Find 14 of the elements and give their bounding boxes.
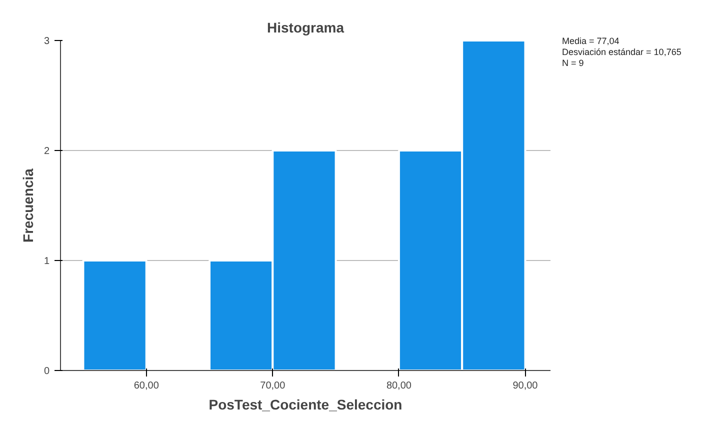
y-axis-title: Frecuencia [20, 168, 36, 242]
chart-title: Histograma [266, 20, 344, 36]
x-tick-label: 80,00 [386, 380, 412, 392]
x-tick-label: 90,00 [512, 380, 538, 392]
y-tick-label: 1 [44, 256, 50, 267]
y-tick-label: 2 [44, 146, 50, 157]
x-axis-title: PosTest_Cociente_Seleccion [208, 396, 402, 412]
text: N = 9 [562, 58, 584, 68]
x-tick-label: 60,00 [134, 380, 160, 392]
x-tick-label: 70,00 [260, 380, 286, 392]
text: Desviación estándar = 10,765 [562, 47, 682, 57]
text: Media = 77,04 [562, 36, 620, 46]
y-tick-label: 3 [44, 36, 50, 47]
y-tick-label: 0 [44, 366, 50, 377]
